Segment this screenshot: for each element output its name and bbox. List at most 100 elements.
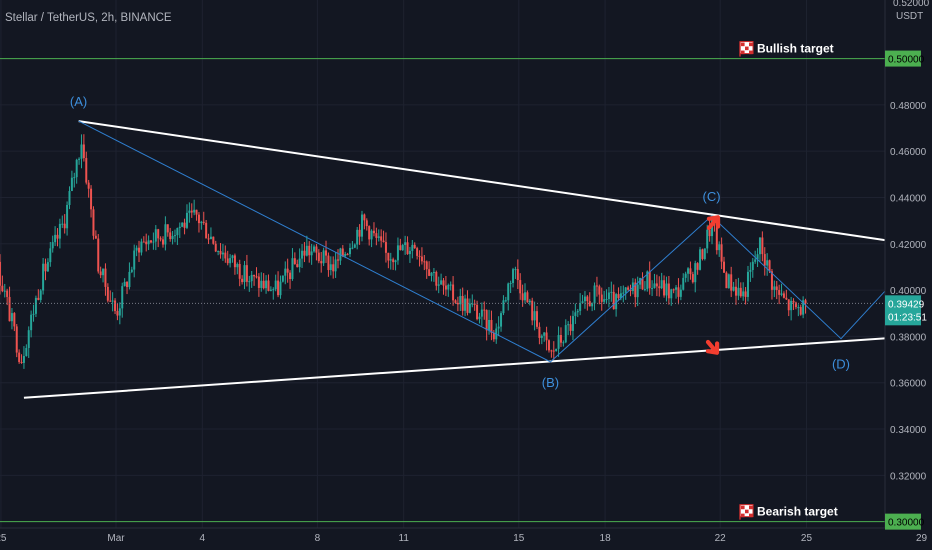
time-tick-4: 4 bbox=[200, 533, 206, 544]
candle-body bbox=[516, 269, 519, 281]
candle-body bbox=[185, 212, 188, 228]
candle-body bbox=[66, 205, 69, 229]
candle-body bbox=[492, 332, 495, 340]
candle-body bbox=[10, 313, 13, 322]
candle-body bbox=[382, 240, 385, 243]
candle-body bbox=[653, 283, 656, 289]
candle-body bbox=[538, 326, 541, 338]
flag-check bbox=[749, 50, 753, 55]
candle-body bbox=[603, 299, 606, 302]
candle-body bbox=[682, 277, 685, 290]
price-axis[interactable]: 0.48000 0.46000 0.44000 0.42000 0.40000 0.380… bbox=[884, 0, 932, 550]
candle-body bbox=[332, 264, 335, 272]
candle-body bbox=[229, 258, 232, 264]
candle-body bbox=[20, 361, 23, 363]
candle-body bbox=[58, 223, 61, 239]
candle-body bbox=[18, 352, 21, 362]
candle-body bbox=[34, 297, 37, 314]
candle-body bbox=[392, 259, 395, 263]
candle-body bbox=[334, 259, 337, 272]
candle-body bbox=[195, 209, 198, 215]
candle-body bbox=[555, 348, 558, 352]
candle-body bbox=[49, 248, 52, 263]
candle-body bbox=[456, 302, 459, 305]
candle-body bbox=[207, 238, 210, 240]
candle-body bbox=[159, 238, 162, 240]
candle-body bbox=[138, 247, 141, 253]
candle-body bbox=[277, 280, 280, 296]
candle-body bbox=[169, 232, 172, 240]
candle-body bbox=[476, 304, 479, 320]
candle-body bbox=[372, 230, 375, 234]
price-tick-0.34000: 0.34000 bbox=[890, 425, 927, 436]
candle-body bbox=[46, 262, 49, 272]
candle-body bbox=[509, 282, 512, 284]
wave-label-d: (D) bbox=[832, 357, 850, 372]
candle-body bbox=[694, 263, 697, 283]
candle-body bbox=[190, 210, 193, 213]
candle-body bbox=[126, 281, 129, 288]
candle-body bbox=[217, 251, 220, 253]
candle-body bbox=[171, 235, 174, 240]
time-tick-Mar: Mar bbox=[107, 533, 125, 544]
candle-body bbox=[70, 177, 73, 192]
candle-body bbox=[540, 335, 543, 338]
candle-body bbox=[166, 224, 169, 233]
candle-body bbox=[267, 280, 270, 291]
candle-body bbox=[248, 281, 251, 283]
candle-body bbox=[351, 247, 354, 249]
candle-body bbox=[257, 276, 260, 288]
candle-body bbox=[641, 277, 644, 290]
candlestick-series bbox=[0, 134, 807, 369]
candle-body bbox=[449, 284, 452, 286]
price-tick-0.52000: 0.52000 bbox=[893, 0, 930, 9]
candle-body bbox=[665, 283, 668, 296]
candle-body bbox=[648, 271, 651, 289]
wave-label-c: (C) bbox=[703, 189, 721, 204]
candle-body bbox=[684, 273, 687, 278]
candle-body bbox=[173, 235, 176, 237]
candle-body bbox=[447, 284, 450, 290]
drawings[interactable]: (A)(B)(C)(D)(E) bbox=[23, 94, 932, 399]
candle-body bbox=[87, 182, 90, 189]
candle-body bbox=[749, 269, 752, 272]
candle-body bbox=[250, 274, 253, 282]
candle-body bbox=[293, 258, 296, 265]
candle-body bbox=[466, 298, 469, 313]
candle-body bbox=[281, 275, 284, 282]
candle-body bbox=[154, 229, 157, 242]
price-tick-0.42000: 0.42000 bbox=[890, 240, 927, 251]
candle-body bbox=[39, 290, 42, 300]
candle-body bbox=[514, 269, 517, 271]
candle-body bbox=[358, 229, 361, 237]
candle-body bbox=[1, 285, 4, 292]
time-axis[interactable]: 25Mar48111518222529Apr5 bbox=[0, 527, 932, 550]
candle-body bbox=[557, 335, 560, 349]
candle-body bbox=[571, 316, 574, 331]
candle-body bbox=[377, 236, 380, 238]
candle-body bbox=[655, 283, 658, 287]
candle-body bbox=[54, 234, 57, 243]
candle-body bbox=[675, 287, 678, 290]
candle-body bbox=[109, 300, 112, 302]
candle-body bbox=[75, 159, 78, 178]
candle-body bbox=[92, 209, 95, 236]
price-axis-background bbox=[885, 0, 932, 550]
candle-body bbox=[773, 286, 776, 290]
candle-body bbox=[233, 255, 236, 268]
candle-body bbox=[591, 303, 594, 307]
candle-body bbox=[758, 237, 761, 255]
candle-body bbox=[303, 250, 306, 256]
target-annotation-1: Bearish target bbox=[757, 505, 838, 519]
candle-body bbox=[384, 242, 387, 253]
candle-body bbox=[543, 332, 546, 336]
candle-body bbox=[269, 289, 272, 291]
candle-body bbox=[317, 252, 320, 262]
candle-body bbox=[90, 188, 93, 210]
candle-body bbox=[792, 300, 795, 303]
candle-body bbox=[291, 258, 294, 279]
candle-body bbox=[687, 268, 690, 274]
candle-body bbox=[25, 347, 28, 357]
candle-body bbox=[308, 245, 311, 256]
